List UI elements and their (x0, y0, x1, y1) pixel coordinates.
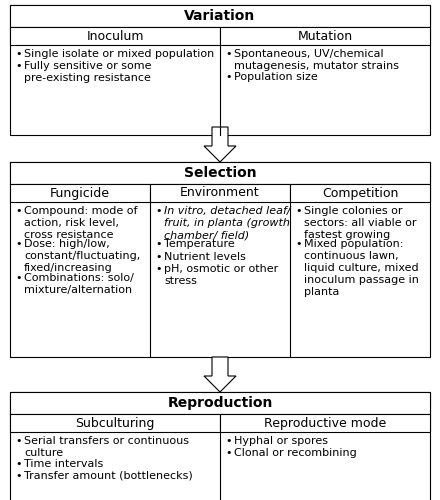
Bar (10, 162, 430, 184)
Text: •: • (15, 49, 22, 59)
Text: •: • (15, 206, 22, 216)
Text: •: • (15, 436, 22, 446)
Text: pH, osmotic or other
stress: pH, osmotic or other stress (164, 264, 278, 285)
Text: Competition: Competition (322, 186, 398, 200)
Text: Selection: Selection (183, 166, 257, 180)
Polygon shape (204, 357, 236, 392)
Bar (10, 184, 150, 202)
Bar (220, 27, 430, 45)
Text: Reproduction: Reproduction (167, 396, 273, 410)
Text: Mixed population:
continuous lawn,
liquid culture, mixed
inoculum passage in
pla: Mixed population: continuous lawn, liqui… (304, 240, 419, 298)
Text: Spontaneous, UV/chemical
mutagenesis, mutator strains: Spontaneous, UV/chemical mutagenesis, mu… (234, 49, 399, 71)
Text: Single isolate or mixed population: Single isolate or mixed population (24, 49, 214, 59)
Text: Fully sensitive or some
pre-existing resistance: Fully sensitive or some pre-existing res… (24, 61, 151, 83)
Bar (10, 5, 430, 135)
Text: •: • (225, 72, 231, 82)
Text: Mutation: Mutation (297, 30, 352, 43)
Text: •: • (155, 252, 161, 262)
Text: Environment: Environment (180, 186, 260, 200)
Text: Reproductive mode: Reproductive mode (264, 416, 386, 430)
Text: Temperature: Temperature (164, 240, 235, 250)
Text: Single colonies or
sectors: all viable or
fastest growing: Single colonies or sectors: all viable o… (304, 206, 417, 240)
Bar (150, 184, 290, 202)
Text: Dose: high/low,
constant/fluctuating,
fixed/increasing: Dose: high/low, constant/fluctuating, fi… (24, 240, 140, 274)
Text: Fungicide: Fungicide (50, 186, 110, 200)
Bar (10, 392, 430, 500)
Text: •: • (225, 436, 231, 446)
Text: Transfer amount (bottlenecks): Transfer amount (bottlenecks) (24, 471, 193, 481)
Bar (10, 414, 220, 432)
Text: •: • (225, 49, 231, 59)
Text: •: • (15, 240, 22, 250)
Text: •: • (15, 273, 22, 283)
Text: •: • (155, 264, 161, 274)
Text: •: • (295, 206, 301, 216)
Text: Combinations: solo/
mixture/alternation: Combinations: solo/ mixture/alternation (24, 273, 134, 295)
Text: •: • (295, 240, 301, 250)
Text: •: • (15, 61, 22, 71)
Text: In vitro, detached leaf/
fruit, in planta (growth
chamber/ field): In vitro, detached leaf/ fruit, in plant… (164, 206, 291, 240)
Polygon shape (204, 127, 236, 162)
Text: •: • (155, 206, 161, 216)
Text: •: • (225, 448, 231, 458)
Text: Clonal or recombining: Clonal or recombining (234, 448, 357, 458)
Bar (10, 392, 430, 414)
Text: Inoculum: Inoculum (86, 30, 144, 43)
Text: Population size: Population size (234, 72, 318, 82)
Text: In vitro, detached leaf/
fruit, in planta (growth
chamber/ field): In vitro, detached leaf/ fruit, in plant… (164, 206, 291, 240)
Text: Nutrient levels: Nutrient levels (164, 252, 246, 262)
Bar (10, 5, 430, 27)
Text: Serial transfers or continuous
culture: Serial transfers or continuous culture (24, 436, 189, 458)
Bar (10, 27, 220, 45)
Text: Subculturing: Subculturing (75, 416, 155, 430)
Text: Compound: mode of
action, risk level,
cross resistance: Compound: mode of action, risk level, cr… (24, 206, 137, 240)
Text: Time intervals: Time intervals (24, 459, 103, 469)
Bar (290, 184, 430, 202)
Text: •: • (15, 471, 22, 481)
Text: Hyphal or spores: Hyphal or spores (234, 436, 328, 446)
Text: •: • (15, 459, 22, 469)
Bar (10, 162, 430, 357)
Text: •: • (155, 240, 161, 250)
Text: Variation: Variation (184, 9, 256, 23)
Bar (220, 414, 430, 432)
Text: Mixed population:
continuous lawn,
liquid culture, mixed
inoculum passage in
pla: Mixed population: continuous lawn, liqui… (304, 240, 419, 298)
